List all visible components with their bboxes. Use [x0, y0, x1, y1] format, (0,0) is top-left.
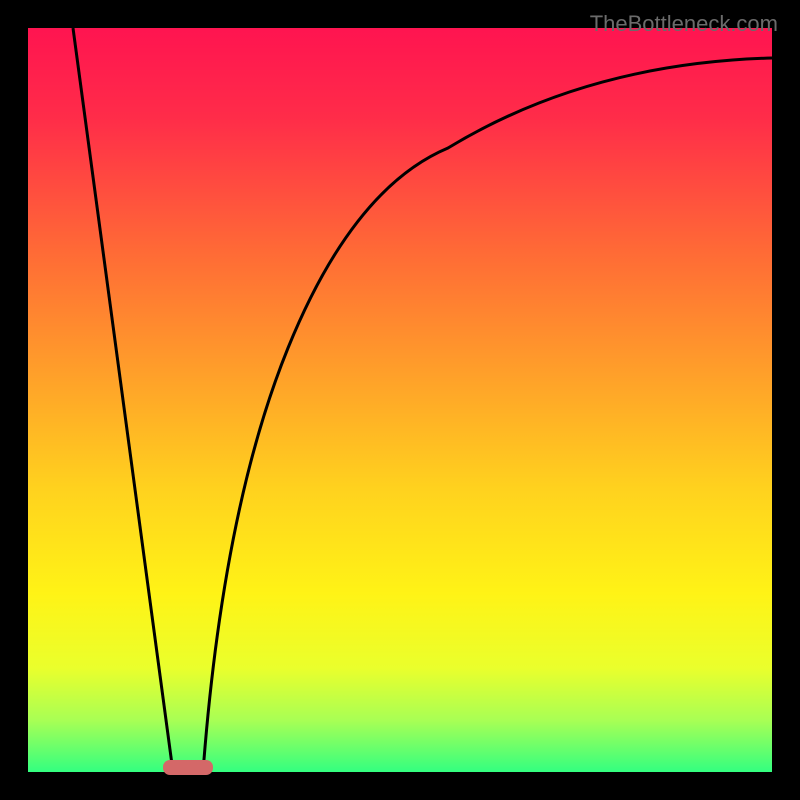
plot-area: [28, 28, 772, 772]
curve-group: [73, 28, 772, 772]
minimum-marker: [163, 760, 213, 775]
curves-svg: [28, 28, 772, 772]
root: TheBottleneck.com: [0, 0, 800, 800]
watermark-text: TheBottleneck.com: [590, 11, 778, 37]
curve-1: [203, 58, 772, 772]
curve-0: [73, 28, 173, 772]
